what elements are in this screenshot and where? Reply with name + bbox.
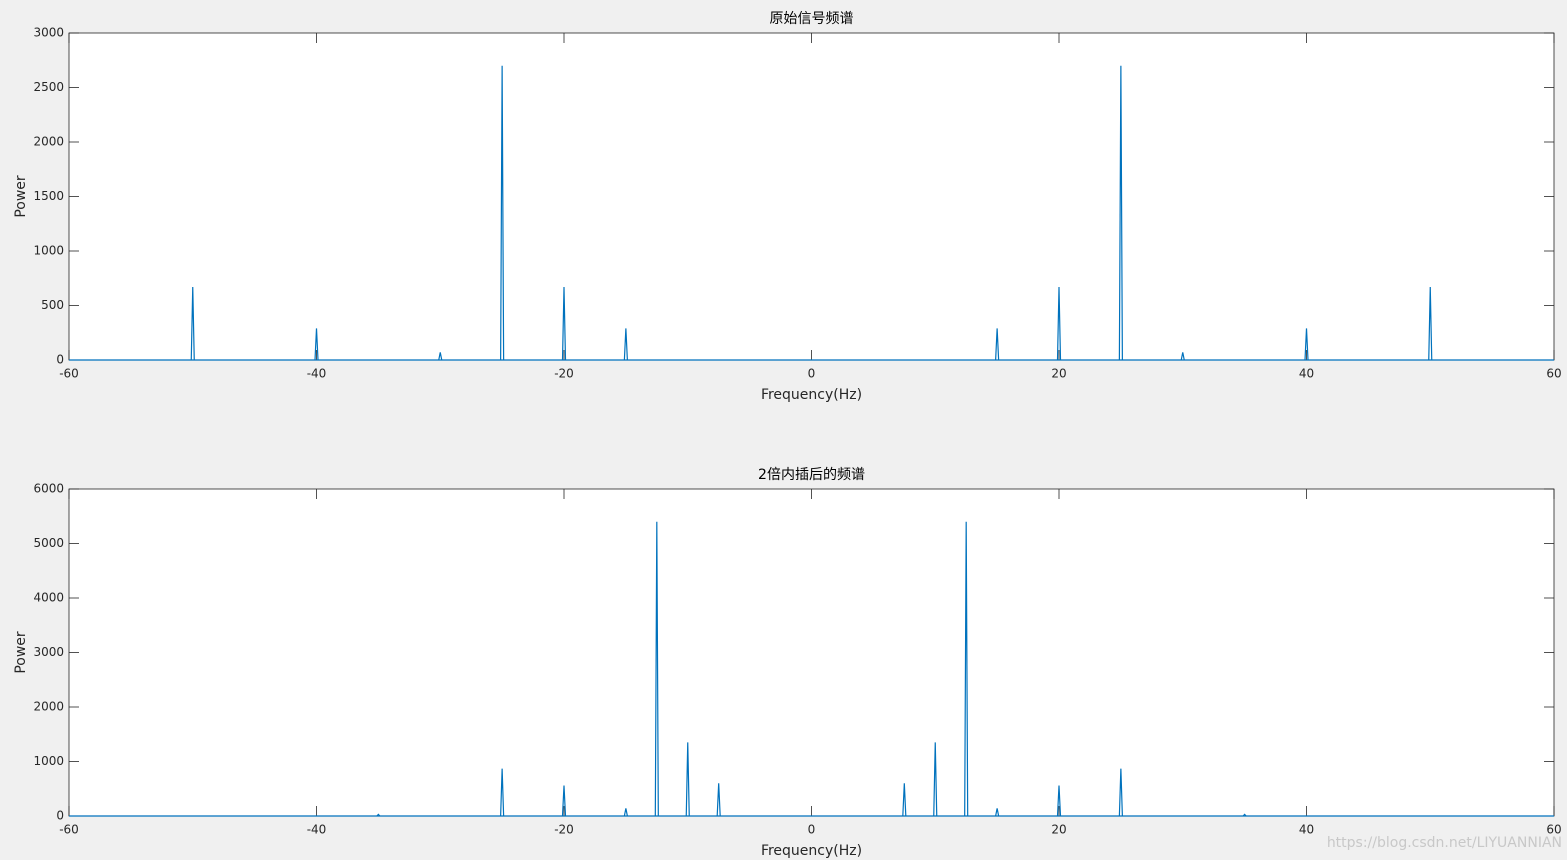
plot-area — [68, 32, 1555, 361]
spectral-peak — [933, 742, 938, 817]
spectral-peak — [1304, 328, 1309, 361]
y-tick-label: 0 — [56, 809, 64, 823]
y-axis-label: Power — [13, 175, 29, 218]
spectral-peak — [1428, 286, 1433, 361]
x-tick-label: 20 — [1051, 823, 1066, 837]
spectral-peak — [902, 783, 907, 817]
x-tick-label: -60 — [59, 823, 79, 837]
y-tick-label: 5000 — [33, 536, 64, 550]
x-tick-label: 60 — [1546, 367, 1561, 381]
spectral-peak — [623, 328, 628, 361]
x-tick-label: 20 — [1051, 367, 1066, 381]
spectral-peak — [654, 521, 659, 817]
x-axis-label: Frequency(Hz) — [761, 387, 862, 403]
y-tick-label: 1000 — [33, 754, 64, 768]
spectral-peak — [561, 785, 567, 817]
spectral-peak — [314, 328, 319, 361]
chart-title: 2倍内插后的频谱 — [758, 467, 865, 483]
x-tick-label: 60 — [1546, 823, 1561, 837]
spectral-peak — [1056, 785, 1062, 817]
y-tick-label: 2500 — [33, 80, 64, 94]
spectral-peak — [438, 352, 443, 361]
y-tick-label: 4000 — [33, 591, 64, 605]
plot-area — [68, 488, 1555, 817]
y-tick-label: 1000 — [33, 244, 64, 258]
spectral-peak — [561, 286, 567, 361]
spectral-peak — [500, 768, 505, 817]
spectral-peak — [1180, 352, 1185, 361]
chart-title: 原始信号频谱 — [770, 11, 854, 27]
y-tick-label: 500 — [41, 298, 64, 312]
y-tick-label: 3000 — [33, 645, 64, 659]
spectral-peak — [995, 328, 1000, 361]
y-tick-label: 2000 — [33, 135, 64, 149]
y-tick-label: 2000 — [33, 700, 64, 714]
x-axis-label: Frequency(Hz) — [761, 843, 862, 859]
x-tick-label: 0 — [808, 823, 816, 837]
y-tick-label: 6000 — [33, 482, 64, 496]
x-tick-label: -60 — [59, 367, 79, 381]
x-tick-label: 40 — [1299, 367, 1314, 381]
spectral-peak — [964, 521, 969, 817]
x-tick-label: 0 — [808, 367, 816, 381]
y-tick-label: 1500 — [33, 189, 64, 203]
y-axis-label: Power — [13, 631, 29, 674]
x-tick-label: -40 — [307, 367, 327, 381]
x-tick-label: 40 — [1299, 823, 1314, 837]
spectral-peak — [1118, 65, 1123, 361]
spectral-peak — [1118, 768, 1123, 817]
y-tick-label: 3000 — [33, 26, 64, 40]
spectral-peak — [623, 808, 628, 817]
x-tick-label: -40 — [307, 823, 327, 837]
spectral-peak — [190, 286, 195, 361]
spectral-peak — [500, 65, 505, 361]
spectral-peak — [995, 808, 1000, 817]
x-tick-label: -20 — [554, 823, 574, 837]
y-tick-label: 0 — [56, 353, 64, 367]
spectral-peak — [1242, 813, 1247, 817]
spectral-peak — [1056, 286, 1062, 361]
watermark: https://blog.csdn.net/LIYUANNIAN — [1327, 835, 1562, 851]
spectral-peak — [376, 813, 381, 817]
x-tick-label: -20 — [554, 367, 574, 381]
spectral-peak — [685, 742, 690, 817]
spectral-peak — [716, 783, 721, 817]
